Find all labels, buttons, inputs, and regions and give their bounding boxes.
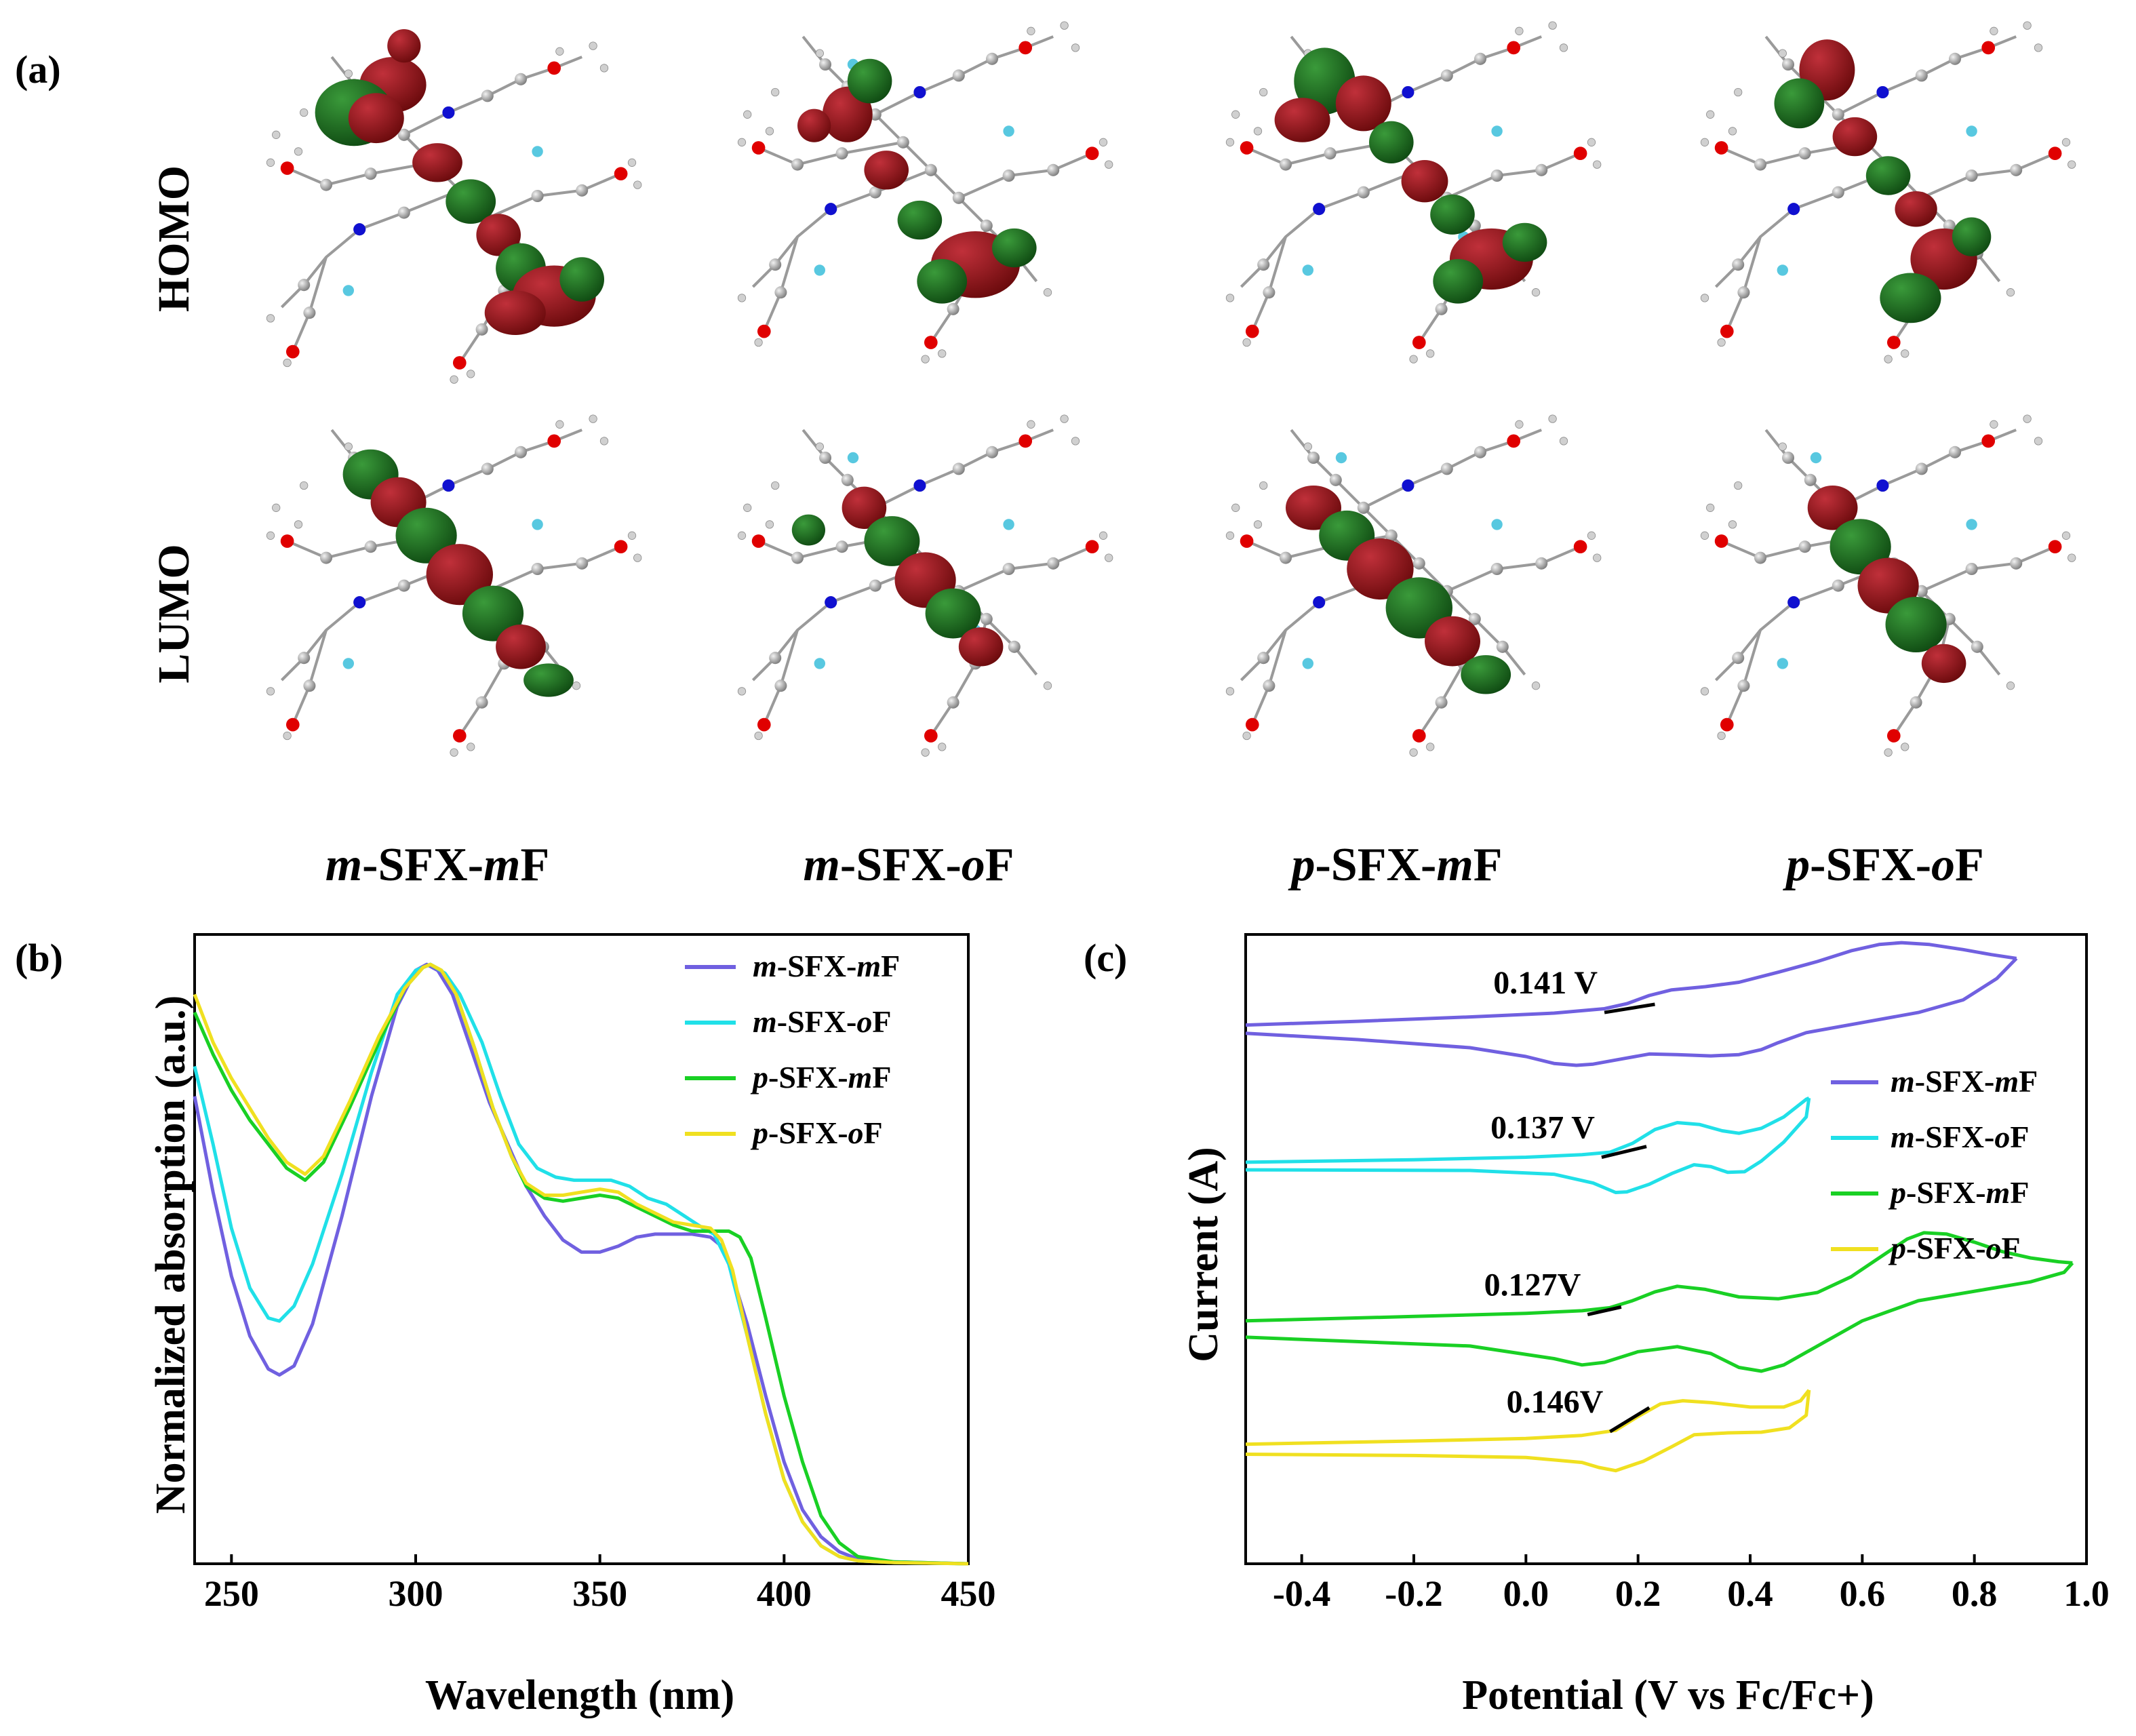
- molecule-homo-2: [738, 22, 1113, 363]
- row-label-lumo: LUMO: [149, 544, 199, 683]
- legend-entry: p-SFX-mF: [1888, 1175, 2029, 1210]
- panel-c-label: (c): [1084, 936, 1127, 980]
- molecule-homo-1: [266, 29, 641, 383]
- x-tick-label: 0.0: [1503, 1573, 1549, 1614]
- onset-tangent: [1609, 1406, 1650, 1434]
- x-tick-label: 0.8: [1952, 1573, 1998, 1614]
- panel-b-ylabel: Normalized absorption (a.u.): [148, 995, 194, 1514]
- cv-reverse-p-SFX-mF: [1245, 1261, 2074, 1373]
- legend-entry: m-SFX-oF: [1891, 1120, 2029, 1154]
- series-line-p-SFX-oF: [193, 962, 969, 1566]
- legend-entry: m-SFX-oF: [753, 1004, 891, 1039]
- x-tick-label: 0.2: [1615, 1573, 1661, 1614]
- molecule-lumo-1: [266, 415, 641, 756]
- x-tick-label: 0.6: [1840, 1573, 1886, 1614]
- row-label-homo: HOMO: [149, 165, 199, 312]
- onset-label: 0.137 V: [1490, 1110, 1595, 1146]
- plot-frame: [193, 933, 970, 1565]
- onset-label: 0.127V: [1484, 1267, 1581, 1303]
- molecule-lumo-3: [1226, 415, 1601, 756]
- panel-b: (b) Normalized absorption (a.u.) Wavelen…: [15, 933, 996, 1718]
- x-tick-label: 300: [389, 1573, 443, 1614]
- legend-entry: m-SFX-mF: [1891, 1064, 2038, 1099]
- onset-tangent: [1601, 1145, 1647, 1159]
- onset-tangent: [1587, 1305, 1622, 1316]
- compound-label-2: m-SFX-oF: [803, 839, 1014, 891]
- panel-c: (c) Current (A) Potential (V vs Fc/Fc+) …: [1084, 933, 2110, 1718]
- series-line-m-SFX-oF: [193, 962, 969, 1566]
- panel-b-label: (b): [15, 936, 63, 980]
- x-tick-label: -0.2: [1385, 1573, 1442, 1614]
- panel-c-xlabel: Potential (V vs Fc/Fc+): [1462, 1672, 1874, 1718]
- plot-frame: [1244, 933, 2088, 1565]
- molecule-homo-3: [1226, 22, 1601, 363]
- molecule-lumo-4: [1701, 415, 2076, 756]
- x-tick-label: 0.4: [1727, 1573, 1773, 1614]
- compound-label-4: p-SFX-oF: [1783, 839, 1984, 891]
- panel-b-xlabel: Wavelength (nm): [425, 1672, 734, 1718]
- molecule-lumo-2: [738, 415, 1113, 756]
- cv-forward-p-SFX-mF: [1245, 1231, 2073, 1323]
- panel-a-label: (a): [15, 47, 61, 92]
- x-tick-label: 1.0: [2063, 1573, 2110, 1614]
- cv-reverse-p-SFX-oF: [1245, 1389, 1811, 1473]
- x-tick-label: 350: [572, 1573, 627, 1614]
- cv-reverse-m-SFX-mF: [1245, 957, 2018, 1067]
- cv-forward-m-SFX-mF: [1245, 941, 2017, 1027]
- x-tick-label: 450: [941, 1573, 996, 1614]
- panel-c-ylabel: Current (A): [1181, 1147, 1227, 1362]
- cv-reverse-m-SFX-oF: [1245, 1097, 1811, 1194]
- x-tick-label: 250: [204, 1573, 259, 1614]
- panel-a: (a) HOMO LUMO: [15, 22, 2076, 891]
- onset-tangent: [1604, 1002, 1655, 1014]
- legend-entry: p-SFX-oF: [1888, 1231, 2021, 1265]
- cv-forward-m-SFX-oF: [1245, 1097, 1810, 1164]
- series-line-p-SFX-mF: [193, 962, 969, 1566]
- x-tick-label: 400: [757, 1573, 812, 1614]
- legend-entry: m-SFX-mF: [753, 949, 900, 983]
- plot-b-area: 250 300 350 400 450 m-SFX-mF m-SFX-oF p-SFX-mF p…: [193, 933, 996, 1614]
- onset-label: 0.141 V: [1493, 965, 1598, 1001]
- compound-label-3: p-SFX-mF: [1288, 839, 1502, 891]
- molecule-homo-4: [1701, 22, 2076, 363]
- cv-forward-p-SFX-oF: [1245, 1389, 1811, 1446]
- legend-entry: p-SFX-mF: [750, 1060, 891, 1094]
- legend-entry: p-SFX-oF: [750, 1116, 883, 1150]
- plot-c-area: -0.4 -0.2 0.0 0.2 0.4 0.6 0.8 1.0 0.141 V m-SFX-m…: [1244, 933, 2110, 1614]
- series-line-m-SFX-mF: [193, 962, 969, 1566]
- x-tick-label: -0.4: [1273, 1573, 1330, 1614]
- onset-label: 0.146V: [1507, 1384, 1604, 1420]
- compound-label-1: m-SFX-mF: [325, 839, 550, 891]
